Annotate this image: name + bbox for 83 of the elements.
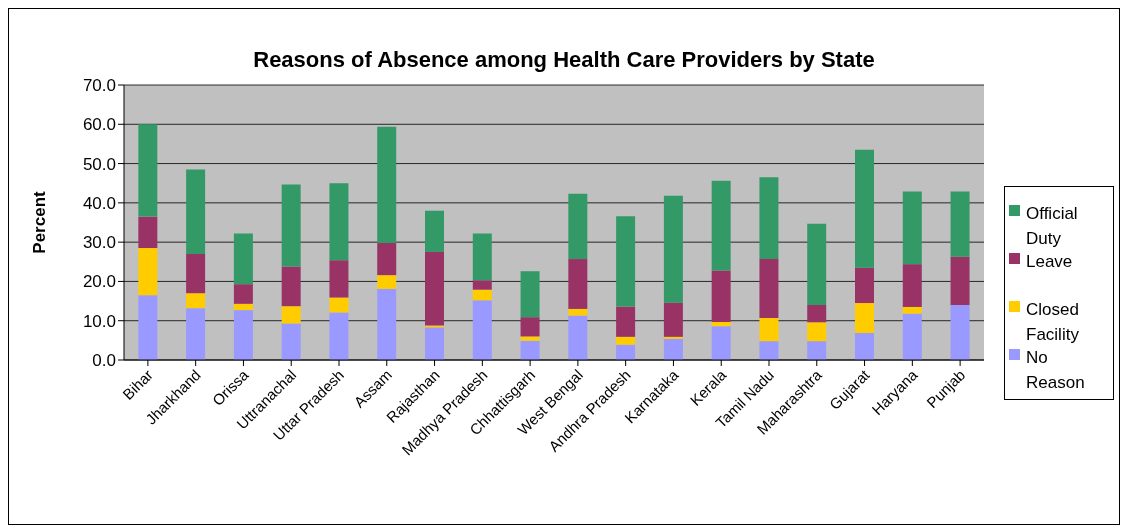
bar xyxy=(281,184,301,267)
bar xyxy=(759,341,779,360)
y-tick-label: 40.0 xyxy=(82,193,116,213)
bar xyxy=(472,280,492,290)
bar xyxy=(807,305,827,323)
bar xyxy=(855,267,874,304)
bar xyxy=(281,306,301,324)
legend-label: Official Duty xyxy=(1026,203,1079,250)
bar xyxy=(855,332,874,360)
bar xyxy=(138,216,158,249)
bar xyxy=(616,216,636,307)
bar xyxy=(711,326,731,360)
bar xyxy=(377,288,397,360)
bar xyxy=(807,223,827,305)
bar xyxy=(902,306,922,314)
bar xyxy=(711,180,731,271)
bar xyxy=(377,126,397,243)
bar xyxy=(855,303,874,333)
bar xyxy=(329,297,349,313)
bar xyxy=(616,344,636,360)
bar xyxy=(233,233,253,285)
bar xyxy=(186,293,206,309)
bar xyxy=(902,264,922,307)
bar xyxy=(138,124,158,217)
bar xyxy=(520,340,540,360)
bar xyxy=(663,302,683,337)
bar xyxy=(807,322,827,342)
bar xyxy=(950,305,970,360)
bar xyxy=(568,315,588,360)
bar xyxy=(138,248,158,296)
bar xyxy=(807,341,827,360)
bar xyxy=(711,321,731,327)
y-tick-label: 20.0 xyxy=(82,272,116,292)
bar xyxy=(329,183,349,261)
bar xyxy=(950,191,970,257)
bar xyxy=(568,193,588,260)
bar xyxy=(759,259,779,318)
y-axis-title: Percent xyxy=(30,190,50,254)
bar xyxy=(186,169,206,254)
bar xyxy=(520,271,540,318)
y-tick-label: 60.0 xyxy=(82,115,116,135)
bar xyxy=(472,289,492,301)
bar xyxy=(329,260,349,298)
bar xyxy=(711,270,731,322)
bar xyxy=(472,233,492,281)
bar xyxy=(520,317,540,337)
bar xyxy=(281,266,301,307)
bar xyxy=(233,310,253,360)
bar xyxy=(902,313,922,360)
bar xyxy=(281,323,301,360)
y-tick-label: 0.0 xyxy=(92,351,116,371)
bar xyxy=(663,195,683,303)
bar xyxy=(233,303,253,311)
bar xyxy=(138,295,158,360)
bar xyxy=(186,308,206,360)
y-tick-label: 10.0 xyxy=(82,311,116,331)
bar xyxy=(425,251,444,326)
bar xyxy=(759,177,779,260)
bar xyxy=(902,191,922,265)
bar xyxy=(568,308,588,316)
bar xyxy=(186,253,206,294)
legend-label: No Reason xyxy=(1026,347,1086,394)
bar xyxy=(520,336,540,341)
bar xyxy=(855,149,874,268)
y-tick-label: 70.0 xyxy=(82,76,116,96)
y-tick-label: 50.0 xyxy=(82,154,116,174)
y-tick-label: 30.0 xyxy=(82,233,116,253)
chart-title: Reasons of Absence among Health Care Providers by State xyxy=(252,47,876,73)
bar xyxy=(950,256,970,305)
bar xyxy=(329,312,349,360)
bar xyxy=(568,259,588,309)
bar xyxy=(759,317,779,342)
bar xyxy=(616,336,636,345)
bar xyxy=(663,338,683,360)
legend-label: Leave xyxy=(1026,251,1073,273)
legend-label: Closed Facility xyxy=(1026,299,1080,346)
bar xyxy=(472,300,492,360)
bar xyxy=(425,210,444,252)
bar xyxy=(233,284,253,304)
bar xyxy=(616,306,636,337)
bar xyxy=(377,242,397,276)
bar xyxy=(377,275,397,289)
bar xyxy=(425,327,444,360)
